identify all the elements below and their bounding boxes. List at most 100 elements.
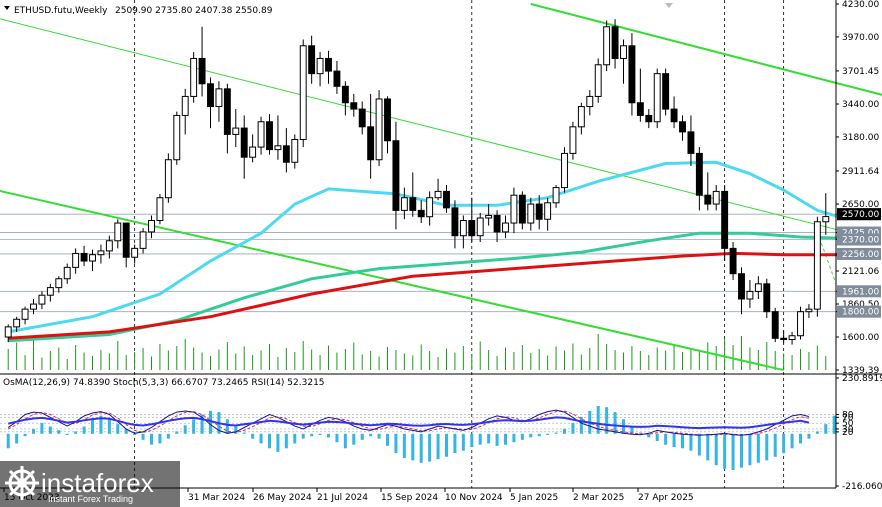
osma-bar	[284, 433, 288, 449]
osma-bar	[124, 428, 128, 434]
osma-bar	[563, 428, 566, 434]
candle-body	[240, 127, 248, 158]
candle-body	[198, 57, 206, 85]
osma-bar	[15, 433, 19, 444]
osma-bar	[647, 433, 651, 438]
osma-bar	[133, 433, 137, 436]
osma-bar	[200, 414, 204, 434]
osma-bar	[175, 431, 179, 434]
candle-body	[451, 207, 459, 237]
price-tick-label: 1339.39	[842, 366, 879, 376]
osma-bar	[209, 410, 212, 434]
osma-bar	[242, 432, 246, 434]
osma-bar	[192, 419, 196, 434]
trendline	[0, 189, 784, 372]
current-price-tag	[837, 208, 881, 221]
osma-bar	[605, 407, 609, 434]
price-axis: 4230.00 3970.00 3701.45 3440.00 3180.00 2911.…	[0, 0, 882, 492]
osma-bar	[714, 433, 718, 466]
candle-body	[577, 106, 585, 128]
candle-body	[485, 214, 493, 219]
watermark: instaforex Instant Forex Trading	[0, 461, 180, 507]
osma-bar	[183, 425, 187, 434]
candle-body	[721, 190, 729, 249]
candle-body	[173, 114, 181, 161]
osma-bar	[546, 433, 550, 436]
candle-body	[105, 240, 113, 252]
candle-body	[417, 209, 425, 218]
candle-body	[325, 57, 332, 72]
candle-body	[459, 220, 467, 237]
osma-bar	[394, 433, 398, 454]
osma-bar	[377, 433, 381, 439]
candle-body	[375, 98, 383, 161]
osma-bar	[478, 433, 482, 445]
candle-body	[704, 194, 712, 205]
candle-body	[510, 194, 518, 224]
osma-bar	[824, 424, 828, 434]
scroll-marker-icon[interactable]	[665, 3, 673, 8]
candle-body	[695, 152, 703, 196]
candle-body	[797, 311, 804, 337]
osma-bar	[832, 415, 836, 434]
osma-bar	[613, 412, 617, 434]
osc-tick-label: 20	[842, 428, 854, 438]
osma-bar	[672, 433, 676, 448]
candle-body	[341, 85, 349, 104]
osma-bar	[790, 433, 794, 449]
candle-body	[527, 203, 535, 224]
candle-body	[274, 145, 282, 151]
oscillator-header: OsMA(12,26,9) 74.8390 Stoch(5,3,3) 66.67…	[3, 378, 325, 388]
candle-body	[72, 252, 80, 268]
price-tick-label: 3440.00	[842, 100, 879, 110]
osma-bar	[23, 433, 27, 437]
price-level-tag	[837, 285, 881, 298]
candle-body	[670, 108, 678, 123]
price-tick-label: 2911.64	[842, 167, 879, 177]
osma-bar	[461, 433, 465, 451]
candle-body	[266, 121, 273, 151]
candle-body	[603, 26, 611, 66]
candle-body	[788, 335, 796, 341]
osma-bar	[386, 433, 389, 446]
candle-body	[299, 45, 307, 140]
candle-body	[350, 102, 358, 110]
osma-bar	[428, 433, 432, 462]
osma-bar	[773, 433, 777, 457]
rsi-line	[7, 416, 810, 430]
trendline	[530, 3, 882, 96]
candles	[4, 19, 830, 345]
osma-bar	[571, 422, 575, 434]
time-tick-label: 10 Nov 2024	[445, 493, 503, 503]
candle-body	[392, 140, 400, 211]
osma-bar	[765, 433, 769, 461]
candle-body	[771, 311, 779, 339]
candle-body	[46, 287, 54, 296]
stoch-signal-line	[7, 410, 809, 436]
candle-body	[409, 197, 417, 211]
moving-average-line	[8, 231, 843, 343]
osma-bar	[630, 426, 634, 434]
osma-bar	[596, 406, 600, 434]
candle-body	[653, 73, 661, 123]
candle-body	[468, 220, 476, 237]
osma-bar	[529, 433, 533, 438]
price-level-tag	[837, 247, 881, 260]
osma-bar	[343, 433, 347, 449]
osma-bar	[158, 433, 162, 444]
price-level-tag	[837, 233, 881, 246]
osma-bar	[251, 433, 255, 439]
osma-bar	[756, 433, 760, 463]
stoch-main-line	[7, 409, 810, 436]
price-tick-label: 4230.00	[842, 0, 879, 10]
chart-header: ETHUSD.futu,Weekly 2509.90 2735.80 2407.…	[4, 6, 273, 16]
osma-bar	[6, 433, 10, 449]
candle-body	[780, 337, 788, 341]
candle-body	[190, 57, 198, 97]
dropdown-arrow-icon[interactable]	[4, 6, 10, 10]
price-level-label: 1800.00	[842, 308, 879, 318]
price-tick-label: 3180.00	[842, 133, 879, 143]
osma-bar	[335, 433, 339, 443]
candle-body	[493, 214, 501, 233]
